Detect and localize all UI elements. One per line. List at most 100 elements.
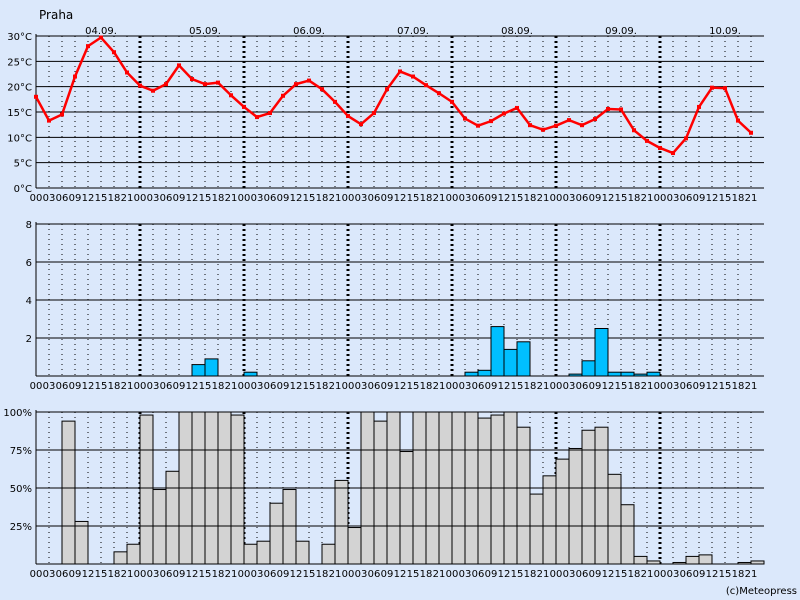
x-tick-label: 00: [134, 193, 147, 204]
precipitation-bar: [568, 373, 583, 377]
x-tick-label: 18: [316, 569, 329, 580]
cloudiness-bar: [620, 504, 635, 565]
x-tick-label: 06: [576, 193, 589, 204]
temperature-point: [632, 128, 636, 133]
x-tick-label: 03: [459, 569, 472, 580]
x-tick-label: 21: [537, 569, 550, 580]
x-tick-label: 21: [537, 381, 550, 392]
x-tick-label: 21: [745, 569, 758, 580]
x-tick-label: 06: [160, 193, 173, 204]
x-tick-label: 06: [472, 381, 485, 392]
precipitation-bar: [516, 341, 531, 377]
cloudiness-bar: [243, 543, 258, 565]
x-tick-label: 18: [732, 569, 745, 580]
temperature-point: [320, 87, 324, 92]
temperature-point: [437, 91, 441, 96]
x-tick-label: 06: [264, 193, 277, 204]
x-tick-label: 12: [290, 569, 303, 580]
precipitation-bar: [607, 371, 622, 377]
x-tick-label: 06: [264, 381, 277, 392]
y-tick-label: 4: [26, 296, 32, 307]
x-tick-label: 00: [446, 569, 459, 580]
x-tick-label: 18: [108, 381, 121, 392]
cloudiness-bar: [698, 554, 713, 565]
precipitation-bar: [620, 371, 635, 377]
cloudiness-bar: [737, 561, 752, 565]
x-tick-label: 18: [212, 381, 225, 392]
x-tick-label: 18: [420, 569, 433, 580]
x-tick-label: 21: [745, 381, 758, 392]
cloudiness-bar: [152, 489, 167, 565]
temperature-point: [567, 118, 571, 123]
x-tick-label: 09: [589, 193, 602, 204]
y-tick-label: 8: [26, 220, 32, 231]
cloudiness-bar: [542, 475, 557, 565]
x-tick-label: 09: [693, 193, 706, 204]
temperature-point: [86, 44, 90, 49]
precipitation-bar: [204, 358, 219, 377]
temperature-point: [736, 118, 740, 123]
x-tick-label: 03: [251, 193, 264, 204]
cloudiness-bar: [347, 527, 362, 565]
x-tick-label: 00: [342, 193, 355, 204]
cloudiness-bar: [282, 489, 297, 565]
x-tick-label: 18: [524, 381, 537, 392]
x-tick-label: 18: [524, 193, 537, 204]
x-tick-label: 00: [342, 381, 355, 392]
cloudiness-bar: [568, 447, 583, 565]
y-tick-label: 20°C: [7, 83, 32, 94]
temperature-point: [151, 88, 155, 93]
x-tick-label: 21: [329, 193, 342, 204]
temperature-point: [580, 123, 584, 128]
temperature-point: [515, 105, 519, 110]
x-tick-label: 09: [277, 569, 290, 580]
x-tick-label: 06: [680, 381, 693, 392]
x-tick-label: 12: [82, 193, 95, 204]
temperature-point: [424, 83, 428, 88]
x-tick-label: 12: [706, 193, 719, 204]
x-tick-label: 18: [628, 193, 641, 204]
x-tick-label: 09: [173, 381, 186, 392]
cloudiness-bar: [555, 458, 570, 565]
x-tick-label: 09: [173, 569, 186, 580]
x-tick-label: 15: [511, 569, 524, 580]
x-tick-label: 09: [277, 381, 290, 392]
temperature-point: [372, 111, 376, 116]
cloudiness-bar: [269, 502, 284, 565]
x-tick-label: 18: [732, 381, 745, 392]
temperature-panel: 30°C25°C20°C15°C10°C5°C0°C00 03 06 09 12 15 18…: [7, 26, 764, 204]
temperature-point: [398, 69, 402, 74]
x-tick-label: 09: [173, 193, 186, 204]
x-tick-label: 03: [667, 193, 680, 204]
x-tick-label: 12: [82, 569, 95, 580]
x-tick-label: 00: [30, 381, 43, 392]
y-tick-label: 75%: [10, 446, 32, 457]
x-tick-label: 00: [654, 193, 667, 204]
temperature-point: [333, 99, 337, 104]
x-tick-label: 15: [199, 569, 212, 580]
temperature-point: [645, 138, 649, 143]
x-tick-label: 15: [303, 569, 316, 580]
x-tick-label: 03: [459, 193, 472, 204]
x-tick-label: 09: [693, 569, 706, 580]
x-tick-label: 12: [498, 193, 511, 204]
x-tick-label: 06: [576, 569, 589, 580]
x-tick-label: 03: [147, 381, 160, 392]
x-tick-label: 21: [225, 193, 238, 204]
x-tick-label: 00: [134, 569, 147, 580]
x-tick-label: 03: [355, 569, 368, 580]
x-tick-label: 21: [225, 569, 238, 580]
x-tick-label: 06: [680, 193, 693, 204]
temperature-point: [710, 85, 714, 90]
temperature-point: [125, 70, 129, 75]
x-tick-label: 06: [472, 193, 485, 204]
credit-text: (c)Meteopress: [726, 586, 797, 597]
y-tick-label: 25°C: [7, 57, 32, 68]
x-tick-label: 03: [563, 569, 576, 580]
day-label: 05.09.: [189, 26, 221, 37]
x-tick-label: 06: [368, 569, 381, 580]
x-tick-label: 03: [43, 569, 56, 580]
cloudiness-bar: [165, 470, 180, 565]
temperature-point: [255, 115, 259, 120]
x-tick-label: 09: [485, 569, 498, 580]
